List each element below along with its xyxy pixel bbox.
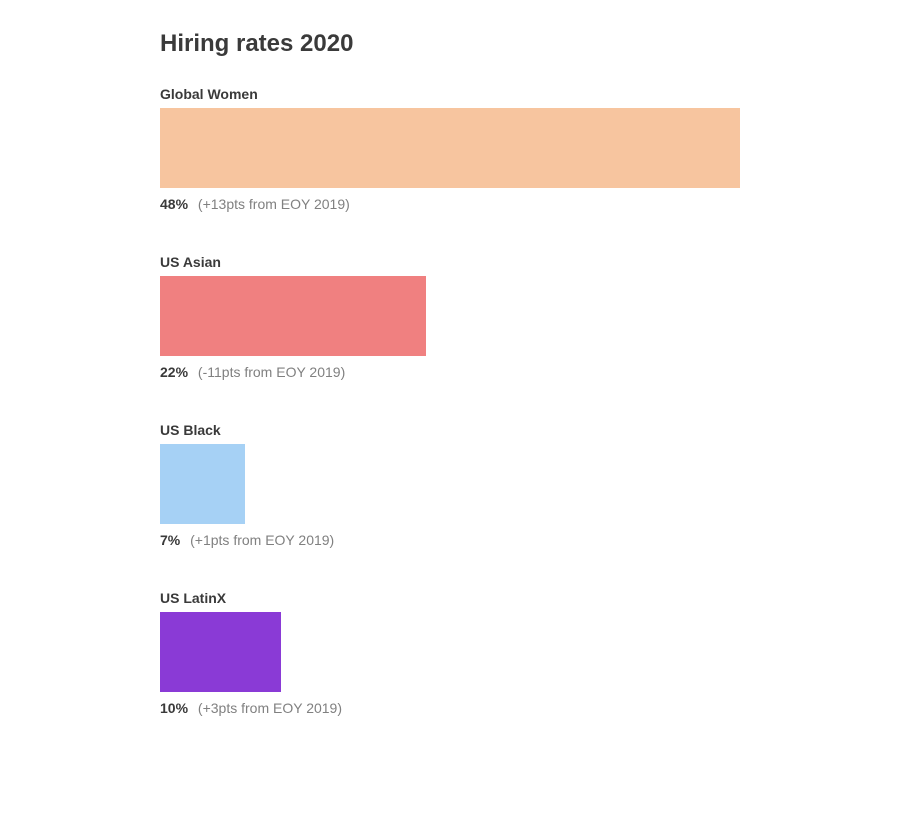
bar-group-us-black: US Black 7% (+1pts from EOY 2019) xyxy=(160,422,740,548)
bar-label: US Asian xyxy=(160,254,740,270)
bar-value-pct: 22% xyxy=(160,364,188,380)
bar-label: US Black xyxy=(160,422,740,438)
bar-value-pct: 10% xyxy=(160,700,188,716)
bar-value-delta: (-11pts from EOY 2019) xyxy=(198,364,345,380)
bar-value-line: 48% (+13pts from EOY 2019) xyxy=(160,196,740,212)
bar-value-line: 10% (+3pts from EOY 2019) xyxy=(160,700,740,716)
bar xyxy=(160,276,426,356)
bar xyxy=(160,612,281,692)
bar-value-pct: 7% xyxy=(160,532,180,548)
bar-group-us-latinx: US LatinX 10% (+3pts from EOY 2019) xyxy=(160,590,740,716)
bar-value-line: 22% (-11pts from EOY 2019) xyxy=(160,364,740,380)
bar-value-delta: (+13pts from EOY 2019) xyxy=(198,196,350,212)
bar xyxy=(160,444,245,524)
bar-value-delta: (+3pts from EOY 2019) xyxy=(198,700,342,716)
chart-title: Hiring rates 2020 xyxy=(160,30,740,58)
bar xyxy=(160,108,740,188)
bar-group-global-women: Global Women 48% (+13pts from EOY 2019) xyxy=(160,86,740,212)
bar-label: Global Women xyxy=(160,86,740,102)
bar-value-delta: (+1pts from EOY 2019) xyxy=(190,532,334,548)
bar-group-us-asian: US Asian 22% (-11pts from EOY 2019) xyxy=(160,254,740,380)
bar-value-pct: 48% xyxy=(160,196,188,212)
bar-value-line: 7% (+1pts from EOY 2019) xyxy=(160,532,740,548)
chart-container: Hiring rates 2020 Global Women 48% (+13p… xyxy=(0,0,900,788)
bar-label: US LatinX xyxy=(160,590,740,606)
